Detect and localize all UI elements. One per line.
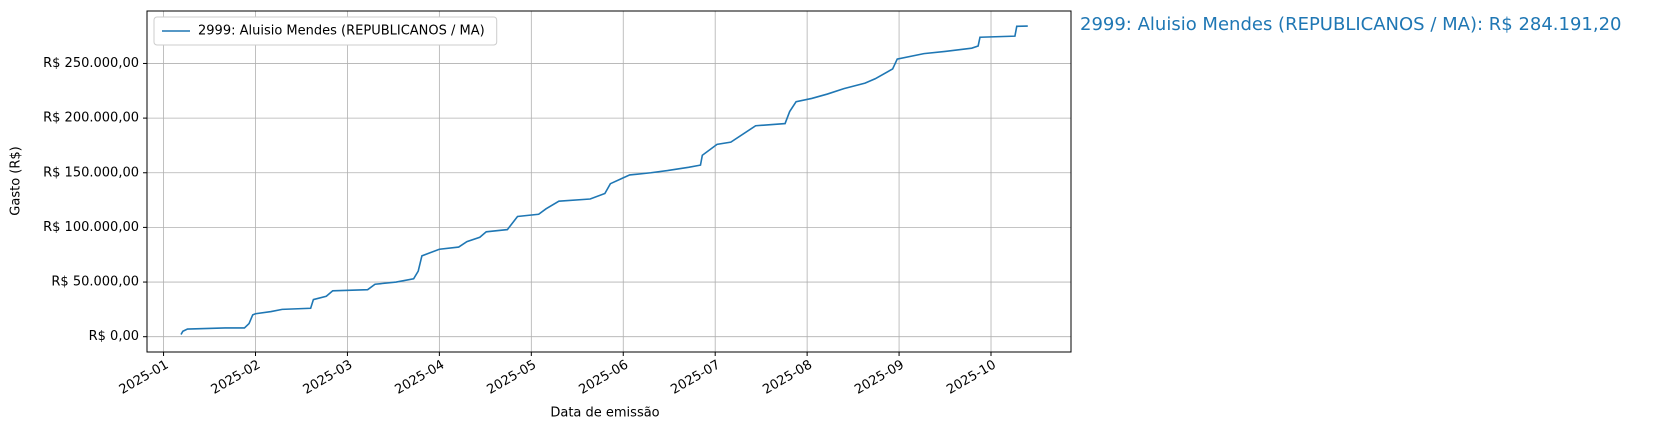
legend-label: 2999: Aluisio Mendes (REPUBLICANOS / MA) <box>198 24 485 39</box>
x-tick-label: 2025-10 <box>944 358 999 398</box>
x-tick-label: 2025-01 <box>117 358 172 398</box>
x-tick-label: 2025-04 <box>393 358 448 398</box>
x-tick-label: 2025-08 <box>760 358 815 398</box>
y-tick-label: R$ 50.000,00 <box>51 275 139 290</box>
y-tick-label: R$ 250.000,00 <box>43 56 139 71</box>
series-line <box>180 25 1028 335</box>
x-tick-label: 2025-03 <box>301 358 356 398</box>
y-axis-label: Gasto (R$) <box>9 146 24 215</box>
x-tick-label: 2025-02 <box>209 358 264 398</box>
y-tick-label: R$ 150.000,00 <box>43 165 139 180</box>
x-tick-label: 2025-07 <box>668 358 723 398</box>
x-tick-label: 2025-06 <box>576 358 631 398</box>
plot-frame <box>146 10 1072 353</box>
y-tick-label: R$ 0,00 <box>89 329 139 344</box>
annotation: 2999: Aluisio Mendes (REPUBLICANOS / MA)… <box>1080 14 1622 35</box>
x-axis-label: Data de emissão <box>550 406 659 421</box>
y-tick-label: R$ 200.000,00 <box>43 111 139 126</box>
y-tick-label: R$ 100.000,00 <box>43 220 139 235</box>
legend-box <box>153 16 498 46</box>
x-tick-label: 2025-05 <box>485 358 540 398</box>
x-tick-label: 2025-09 <box>852 358 907 398</box>
